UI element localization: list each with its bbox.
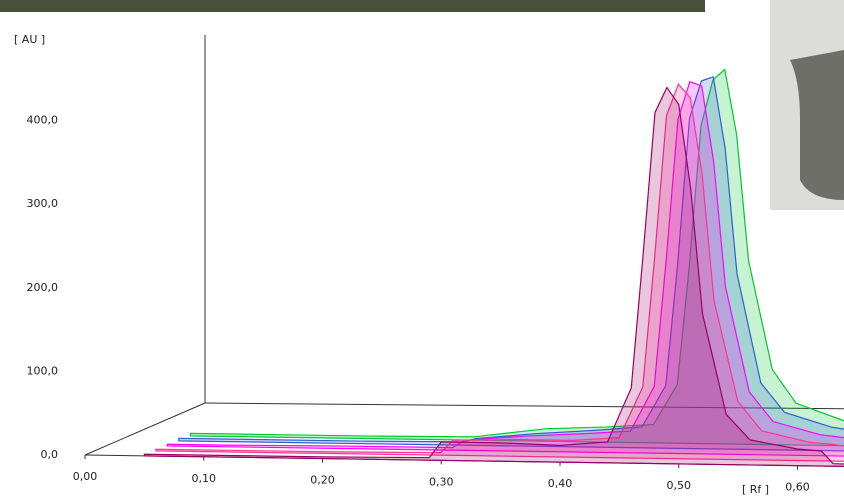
x-tick-label: 0,60 <box>785 481 810 494</box>
x-tick-label: 0,40 <box>548 477 573 490</box>
photo-object <box>790 50 844 200</box>
x-tick-label: 0,20 <box>310 474 335 487</box>
x-tick-label: 0,30 <box>429 475 454 488</box>
y-tick-label: 100,0 <box>27 364 59 377</box>
track-area <box>155 83 844 462</box>
track-area <box>178 76 844 452</box>
track-area <box>166 80 844 457</box>
back-baseline <box>204 402 844 410</box>
x-tick-label: 0,10 <box>192 472 217 485</box>
y-tick-label: 200,0 <box>27 281 59 294</box>
track-area <box>189 68 844 447</box>
y-tick-label: 0,0 <box>41 448 59 461</box>
track-area <box>143 86 844 467</box>
x-axis-label: [ Rf ] <box>742 483 769 496</box>
y-tick-label: 400,0 <box>27 114 59 127</box>
floor-line <box>84 402 206 456</box>
y-axis-label: [ AU ] <box>14 33 45 46</box>
y-tick-label: 300,0 <box>27 197 59 210</box>
x-tick-label: 0,50 <box>667 479 692 492</box>
x-tick-label: 0,00 <box>73 470 98 483</box>
photo-strip <box>0 0 705 12</box>
